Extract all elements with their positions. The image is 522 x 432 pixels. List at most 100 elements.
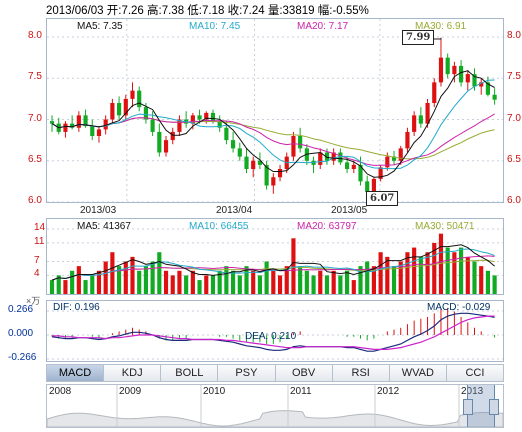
tab-obv[interactable]: OBV	[275, 364, 333, 382]
price-tick-left: 8.0	[28, 30, 42, 41]
candle-body	[217, 121, 222, 128]
macd-tick: 0.000	[8, 328, 34, 339]
volume-bar	[163, 270, 169, 294]
candle-body	[432, 82, 437, 103]
volume-bar	[365, 261, 370, 294]
candle-body	[49, 121, 55, 124]
macd-dea-line	[52, 315, 495, 351]
volume-bar	[264, 261, 269, 294]
max-price-marker: 7.99	[402, 30, 435, 45]
volume-bar	[170, 275, 175, 294]
volume-bar	[96, 270, 102, 294]
price-ma20-line	[51, 113, 495, 166]
volume-ma10-line	[51, 248, 495, 281]
candle-body	[123, 98, 128, 116]
volume-bar	[345, 270, 350, 294]
volume-ma5-label: MA5: 41367	[77, 221, 131, 232]
overview-chart-svg[interactable]	[47, 385, 503, 427]
volume-chart-svg[interactable]	[47, 219, 503, 294]
volume-bar	[492, 275, 497, 294]
candle-body	[459, 65, 464, 83]
tab-kdj[interactable]: KDJ	[104, 364, 162, 382]
candle-body	[204, 112, 209, 120]
volume-bar	[143, 266, 148, 294]
volume-bar	[83, 280, 88, 294]
volume-bar	[123, 261, 128, 294]
volume-bar	[284, 266, 289, 294]
price-chart-svg[interactable]	[47, 19, 503, 202]
volume-bar	[130, 256, 135, 294]
candle-body	[371, 178, 376, 193]
overview-year-label: 2012	[377, 386, 400, 397]
volume-bar	[103, 261, 108, 294]
volume-ma10-label: MA10: 66455	[189, 221, 249, 232]
candle-body	[90, 126, 95, 136]
volume-bar	[90, 275, 95, 294]
volume-unit-label: ×万	[26, 296, 41, 306]
volume-bar	[452, 252, 457, 294]
volume-bar	[117, 266, 122, 294]
candle-body	[324, 152, 330, 161]
candle-body	[83, 115, 88, 127]
volume-panel[interactable]: MA5: 41367 MA10: 66455 MA20: 63797 MA30:…	[46, 218, 504, 295]
price-tick-left: 6.0	[28, 195, 42, 206]
tab-macd[interactable]: MACD	[46, 364, 105, 382]
candle-body	[318, 152, 323, 165]
volume-bar	[338, 275, 343, 294]
range-handle-left[interactable]	[463, 399, 473, 415]
macd-dif-line	[51, 312, 495, 352]
volume-bar	[204, 275, 209, 294]
volume-bar	[479, 266, 484, 294]
macd-tick: -0.266	[8, 352, 37, 363]
candle-body	[110, 103, 115, 120]
overview-strip[interactable]: 2008 2009 2010 2011 2012 2013	[46, 384, 504, 428]
tab-psy[interactable]: PSY	[218, 364, 276, 382]
tab-rsi[interactable]: RSI	[332, 364, 390, 382]
volume-bar	[177, 270, 182, 294]
overview-year-label: 2009	[119, 386, 142, 397]
price-tick-right: 6.0	[507, 195, 521, 206]
volume-bar	[472, 261, 477, 294]
candle-body	[277, 169, 283, 178]
volume-bar	[184, 275, 189, 294]
tab-boll[interactable]: BOLL	[161, 364, 219, 382]
candle-body	[224, 127, 229, 141]
price-ma10-line	[51, 79, 495, 170]
volume-tick: 4	[34, 268, 40, 280]
volume-bar	[391, 266, 397, 294]
candle-body	[418, 115, 423, 124]
macd-panel[interactable]: DIF: 0.196 DEA: 0.210 MACD: -0.029	[46, 300, 504, 362]
tab-cci[interactable]: CCI	[446, 364, 504, 382]
volume-bar	[197, 280, 202, 294]
candle-body	[163, 140, 169, 153]
candle-body	[231, 140, 236, 149]
candle-body	[385, 156, 390, 168]
macd-tick: 0.266	[8, 304, 34, 315]
candle-body	[130, 90, 135, 99]
price-panel[interactable]: MA5: 7.35 MA10: 7.45 MA20: 7.17 MA30: 6.…	[46, 18, 504, 203]
range-handle-right[interactable]	[489, 399, 499, 415]
candle-body	[351, 164, 356, 169]
volume-bar	[251, 270, 256, 294]
volume-bar	[291, 238, 296, 294]
price-tick-left: 7.5	[28, 71, 42, 83]
volume-bar	[465, 256, 470, 294]
volume-bar	[150, 261, 155, 294]
volume-tick: 7	[34, 254, 40, 266]
volume-bar	[244, 266, 249, 294]
tab-wvad[interactable]: WVAD	[389, 364, 447, 382]
overview-range-selector[interactable]	[463, 385, 499, 427]
volume-bar	[298, 266, 303, 294]
candle-body	[251, 160, 256, 169]
candle-body	[465, 74, 470, 83]
volume-bar	[438, 233, 444, 294]
macd-dif-label: DIF: 0.196	[53, 302, 100, 313]
price-tick-left: 6.5	[28, 153, 42, 165]
volume-bar	[459, 247, 464, 294]
macd-chart-svg[interactable]	[47, 301, 503, 361]
min-price-marker: 6.07	[366, 191, 399, 206]
price-tick-right: 7.0	[507, 112, 521, 124]
candle-body	[438, 57, 444, 83]
candle-body	[331, 152, 336, 161]
price-tick-right: 6.5	[507, 153, 521, 165]
